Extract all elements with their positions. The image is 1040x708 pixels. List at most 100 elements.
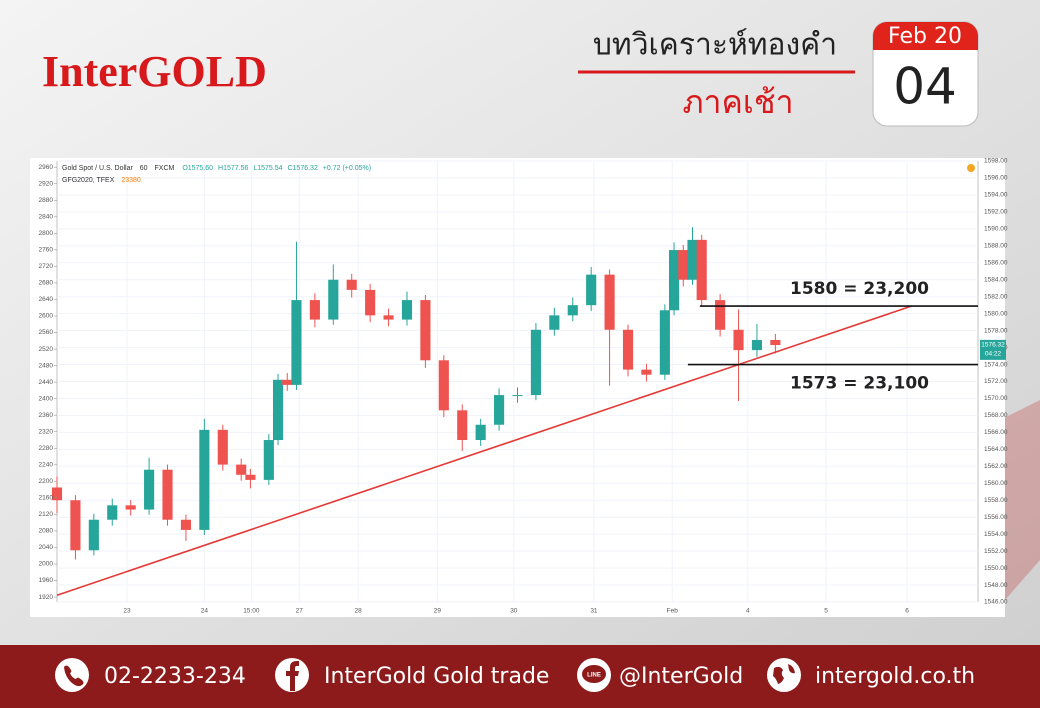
candle bbox=[512, 387, 523, 403]
candle bbox=[567, 297, 578, 322]
candle bbox=[687, 227, 698, 285]
candle bbox=[475, 418, 486, 446]
line-icon-text: LINE bbox=[587, 673, 601, 679]
candle-body bbox=[51, 487, 63, 501]
compare-name: GFG2020, TFEX bbox=[62, 177, 115, 184]
y2-tick-label: 2960 bbox=[39, 164, 54, 171]
candle-body bbox=[512, 395, 523, 397]
y-tick-label: 1584.00 bbox=[984, 276, 1008, 283]
candle-body bbox=[687, 239, 698, 280]
level-annotation: 1580 = 23,200 bbox=[790, 279, 929, 299]
candle bbox=[272, 373, 284, 446]
candle bbox=[586, 267, 597, 312]
candle-body bbox=[291, 300, 302, 385]
candle bbox=[88, 513, 99, 556]
line-id: @InterGold bbox=[619, 664, 743, 689]
y2-tick-label: 2640 bbox=[39, 296, 54, 303]
y-tick-label: 1596.00 bbox=[984, 175, 1008, 182]
x-tick-label: 29 bbox=[434, 608, 442, 615]
candle-body bbox=[162, 469, 173, 520]
candle-body bbox=[475, 424, 486, 441]
chart-header: Gold Spot / U.S. Dollar 60 FXCM O1575.60… bbox=[62, 165, 371, 172]
symbol: Gold Spot / U.S. Dollar bbox=[62, 165, 133, 172]
candle-body bbox=[144, 469, 155, 510]
candle-body bbox=[641, 369, 652, 375]
candle-body bbox=[549, 315, 560, 330]
website: intergold.co.th bbox=[815, 664, 975, 689]
candle-body bbox=[236, 464, 247, 475]
candle-body bbox=[696, 239, 707, 301]
x-tick-label: 24 bbox=[201, 608, 209, 615]
footer: 02-2233-234 InterGold Gold trade LINE @I… bbox=[55, 658, 975, 692]
x-tick-label: 23 bbox=[123, 608, 131, 615]
candle bbox=[622, 324, 634, 377]
candle-body bbox=[622, 329, 634, 370]
candle-body bbox=[263, 440, 274, 480]
candle bbox=[263, 434, 274, 485]
phone: 02-2233-234 bbox=[104, 664, 246, 689]
line-bubble bbox=[582, 665, 606, 683]
y-tick-label: 1570.00 bbox=[984, 395, 1008, 402]
candle bbox=[530, 322, 541, 401]
y2-tick-label: 2280 bbox=[39, 445, 54, 452]
candle-body bbox=[678, 250, 689, 280]
countdown: 04:22 bbox=[985, 351, 1002, 358]
facebook-glyph bbox=[286, 661, 299, 691]
candle bbox=[733, 309, 744, 402]
y-tick-label: 1578.00 bbox=[984, 327, 1008, 334]
ohlc-change: +0.72 (+0.05%) bbox=[323, 165, 371, 172]
subtitle: ภาคเช้า bbox=[682, 83, 793, 121]
facebook: InterGold Gold trade bbox=[324, 664, 549, 689]
date-month: Feb 20 bbox=[888, 24, 962, 49]
y-tick-label: 1592.00 bbox=[984, 209, 1008, 216]
y2-tick-label: 2080 bbox=[39, 528, 54, 535]
candle-body bbox=[438, 360, 449, 411]
candle bbox=[236, 458, 247, 481]
candle bbox=[51, 476, 63, 513]
y2-tick-label: 2520 bbox=[39, 346, 54, 353]
candle bbox=[199, 418, 210, 536]
candle-body bbox=[567, 305, 578, 316]
candle bbox=[669, 242, 680, 316]
y-tick-label: 1572.00 bbox=[984, 378, 1008, 385]
level-annotation: 1573 = 23,100 bbox=[790, 374, 929, 394]
candle-body bbox=[365, 289, 376, 316]
y-tick-label: 1558.00 bbox=[984, 497, 1008, 504]
candle-body bbox=[770, 339, 781, 346]
y-tick-label: 1560.00 bbox=[984, 480, 1008, 487]
y-tick-label: 1546.00 bbox=[984, 599, 1008, 606]
candle-body bbox=[346, 279, 357, 290]
candle-body bbox=[586, 274, 597, 306]
y2-tick-label: 2880 bbox=[39, 197, 54, 204]
y-tick-label: 1586.00 bbox=[984, 259, 1008, 266]
y2-tick-label: 2320 bbox=[39, 428, 54, 435]
candle bbox=[365, 283, 376, 323]
candle bbox=[604, 269, 615, 386]
candle-body bbox=[604, 274, 615, 330]
y2-tick-label: 2680 bbox=[39, 280, 54, 287]
y-tick-label: 1568.00 bbox=[984, 412, 1008, 419]
compare-value: 23380 bbox=[121, 177, 141, 184]
y-tick-label: 1564.00 bbox=[984, 446, 1008, 453]
y-tick-label: 1554.00 bbox=[984, 531, 1008, 538]
candle bbox=[125, 500, 136, 516]
ohlc-high: H1577.56 bbox=[218, 165, 248, 172]
y-tick-label: 1548.00 bbox=[984, 582, 1008, 589]
candle bbox=[401, 291, 413, 326]
y-tick-label: 1598.00 bbox=[984, 158, 1008, 165]
candle-body bbox=[494, 395, 505, 425]
candle-body bbox=[88, 519, 99, 551]
candle bbox=[420, 294, 431, 368]
trendline bbox=[56, 305, 912, 596]
ohlc-low: L1575.54 bbox=[253, 165, 282, 172]
candle-body bbox=[715, 300, 726, 330]
globe-icon bbox=[767, 658, 801, 692]
y2-tick-label: 2920 bbox=[39, 180, 54, 187]
y-tick-label: 1594.00 bbox=[984, 192, 1008, 199]
y2-tick-label: 2600 bbox=[39, 313, 54, 320]
calendar-top bbox=[873, 22, 978, 50]
y-tick-label: 1566.00 bbox=[984, 429, 1008, 436]
candle bbox=[70, 495, 81, 560]
